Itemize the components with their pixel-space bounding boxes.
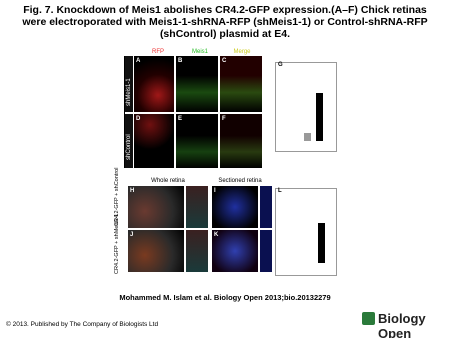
logo-icon	[362, 312, 375, 325]
micrograph	[134, 114, 174, 168]
bar-shape	[318, 223, 325, 263]
bar-chart-image: G	[275, 62, 337, 152]
citation: Mohammed M. Islam et al. Biology Open 20…	[119, 293, 331, 302]
micrograph	[220, 56, 262, 112]
section-header: Sectioned retina	[218, 178, 262, 184]
column-label: Merge	[233, 49, 251, 55]
slide-title: Fig. 7. Knockdown of Meis1 abolishes CR4…	[22, 4, 428, 40]
bar-shape	[316, 93, 323, 141]
row-label: shControl	[126, 134, 132, 160]
panel-letter: F	[222, 116, 226, 122]
panel-letter: D	[136, 116, 141, 122]
micrograph	[212, 186, 258, 228]
row-label: shMeis1-1	[126, 78, 132, 106]
micrograph	[134, 56, 174, 112]
bar-chart-image: L	[275, 188, 337, 276]
section-header: Whole retina	[151, 178, 185, 184]
micrograph	[176, 56, 218, 112]
panel-letter: G	[278, 62, 283, 68]
panel-letter: I	[214, 188, 216, 194]
micrograph	[220, 114, 262, 168]
row-label: CR4.2-GFP + shMeis1-1	[114, 213, 120, 274]
logo-text: Biology Open	[378, 311, 426, 338]
micrograph	[212, 230, 258, 272]
panel-letter: H	[130, 188, 135, 194]
micrograph	[260, 230, 272, 272]
panel-letter: L	[278, 188, 282, 194]
panel-letter: J	[130, 232, 134, 238]
row-tag	[125, 114, 133, 168]
bar-shape	[304, 133, 311, 141]
panel-letter: K	[214, 232, 219, 238]
row-strip	[112, 56, 125, 168]
panel-letter: C	[222, 58, 227, 64]
micrograph	[128, 230, 184, 272]
micrograph	[128, 186, 184, 228]
micrograph	[186, 186, 208, 228]
panel-letter: A	[136, 58, 141, 64]
column-label: RFP	[152, 49, 164, 55]
copyright: © 2013. Published by The Company of Biol…	[6, 321, 159, 328]
panel-letter: E	[178, 116, 183, 122]
row-strip	[114, 186, 126, 274]
panel-letter: B	[178, 58, 183, 64]
micrograph	[260, 186, 272, 228]
micrograph	[186, 230, 208, 272]
micrograph	[176, 114, 218, 168]
row-tag	[125, 56, 133, 112]
column-label: Meis1	[191, 49, 208, 55]
